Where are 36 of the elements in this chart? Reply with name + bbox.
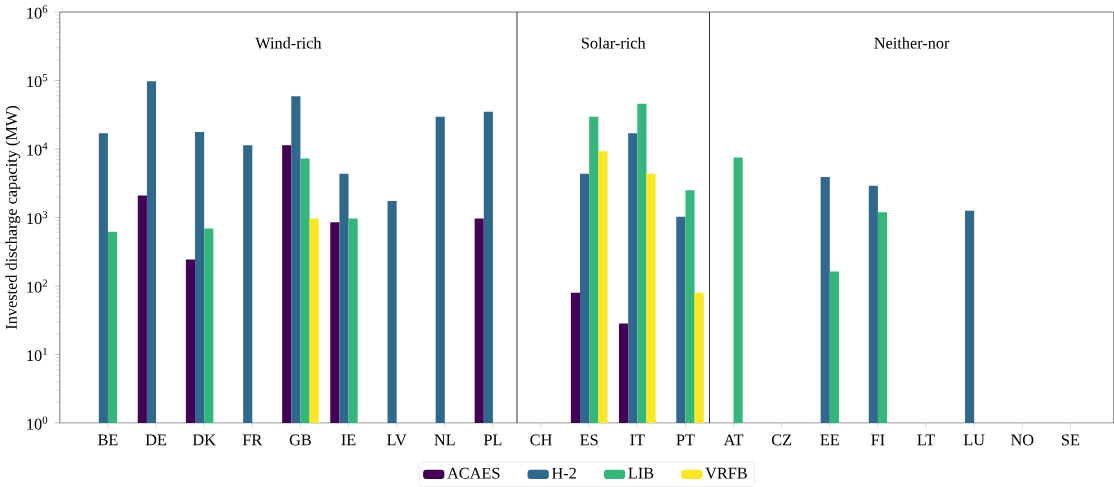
x-tick-label: FI (871, 434, 885, 446)
x-tick-label: EE (820, 434, 839, 446)
x-tick-label: CZ (771, 434, 792, 446)
x-tick-label: IE (341, 434, 356, 446)
legend-label: H-2 (551, 467, 576, 479)
y-tick-label: 10$^{1}$ (27, 348, 47, 362)
annotation: Wind-rich (255, 37, 322, 49)
annotation: Solar-rich (581, 37, 646, 49)
x-tick-label: CH (530, 434, 552, 446)
x-tick-label: GB (289, 434, 311, 446)
y-tick-label: 10$^{2}$ (27, 279, 48, 293)
x-tick-label: BE (98, 434, 118, 446)
x-tick-label: AT (723, 434, 744, 446)
legend-label: ACAES (447, 467, 500, 479)
x-tick-label: PL (483, 434, 502, 446)
legend-label: VRFB (705, 467, 747, 479)
legend-label: LIB (628, 467, 654, 479)
y-tick-label: 10$^{6}$ (27, 5, 48, 19)
x-tick-label: PT (676, 434, 695, 446)
x-tick-label: LT (917, 434, 935, 446)
x-tick-label: LV (387, 434, 407, 446)
annotation: Neither-nor (874, 37, 950, 49)
y-tick-label: 10$^{3}$ (27, 211, 48, 225)
y-tick-label: 10$^{4}$ (27, 142, 48, 156)
y-axis-title: Invested discharge capacity (MW) (5, 106, 21, 330)
x-tick-label: ES (580, 434, 598, 446)
x-tick-label: FR (242, 434, 263, 446)
x-tick-label: DE (145, 434, 167, 446)
x-tick-label: NL (434, 434, 455, 446)
x-tick-label: IT (630, 434, 645, 446)
x-tick-label: NO (1011, 434, 1034, 446)
y-tick-label: 10$^{5}$ (27, 74, 48, 88)
x-tick-label: SE (1062, 434, 1080, 446)
y-tick-label: 10$^{0}$ (27, 416, 48, 430)
x-tick-label: DK (192, 434, 216, 446)
x-tick-label: LU (963, 434, 985, 446)
